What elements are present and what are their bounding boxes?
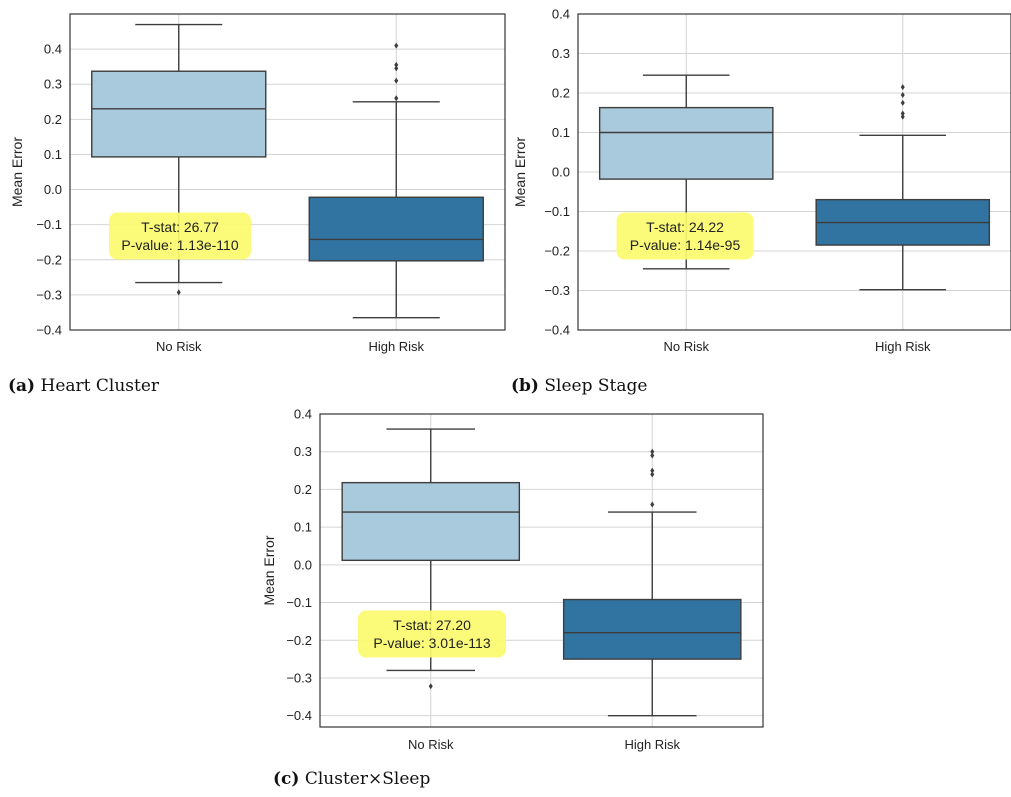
y-tick-label: 0.2 bbox=[44, 112, 62, 127]
plot-frame bbox=[69, 13, 506, 331]
outlier-point bbox=[650, 448, 655, 455]
x-tick-label: No Risk bbox=[156, 339, 202, 354]
x-tick-label: High Risk bbox=[624, 737, 680, 752]
y-tick-label: −0.1 bbox=[286, 595, 312, 610]
box-no-risk bbox=[341, 428, 521, 690]
x-tick-label: High Risk bbox=[875, 339, 931, 354]
y-tick-label: 0.2 bbox=[294, 482, 312, 497]
y-tick-label: −0.2 bbox=[544, 244, 570, 259]
outlier-point bbox=[428, 683, 433, 690]
y-tick-label: 0.4 bbox=[294, 407, 312, 422]
caption-a-text: Heart Cluster bbox=[40, 376, 160, 396]
y-tick-label: 0.3 bbox=[294, 444, 312, 459]
box-body bbox=[598, 106, 774, 180]
y-tick-label: −0.1 bbox=[544, 204, 570, 219]
outlier-point bbox=[394, 95, 399, 102]
y-tick-label: −0.4 bbox=[36, 323, 62, 338]
caption-b: (b) Sleep Stage bbox=[511, 376, 647, 396]
outlier-point bbox=[900, 99, 905, 106]
p-value-label: P-value: 1.13e-110 bbox=[121, 237, 238, 253]
box-body bbox=[562, 598, 742, 660]
plot-frame bbox=[319, 413, 764, 728]
y-tick-label: 0.4 bbox=[44, 42, 62, 57]
x-tick-label: No Risk bbox=[408, 737, 454, 752]
x-tick-label: No Risk bbox=[663, 339, 709, 354]
outlier-point bbox=[900, 84, 905, 91]
outlier-point bbox=[650, 471, 655, 478]
caption-a-letter: (a) bbox=[8, 376, 36, 396]
y-tick-label: 0.1 bbox=[294, 520, 312, 535]
outlier-point bbox=[900, 113, 905, 120]
outlier-point bbox=[900, 91, 905, 98]
x-tick-label: High Risk bbox=[368, 339, 424, 354]
y-tick-label: −0.4 bbox=[544, 323, 570, 338]
stats-annotation-box bbox=[616, 212, 754, 260]
y-tick-label: −0.4 bbox=[286, 708, 312, 723]
box-body bbox=[91, 70, 267, 158]
caption-c-text: Cluster×Sleep bbox=[304, 769, 431, 789]
box-body bbox=[308, 196, 484, 262]
y-axis-title: Mean Error bbox=[261, 535, 277, 605]
y-axis-title: Mean Error bbox=[512, 137, 528, 207]
outlier-point bbox=[650, 452, 655, 459]
y-tick-label: 0.0 bbox=[44, 182, 62, 197]
caption-c: (c) Cluster×Sleep bbox=[273, 769, 430, 789]
y-tick-label: 0.0 bbox=[294, 557, 312, 572]
caption-b-text: Sleep Stage bbox=[544, 376, 648, 396]
box-high-risk bbox=[562, 448, 742, 717]
box-no-risk bbox=[598, 74, 774, 270]
y-tick-label: −0.2 bbox=[36, 252, 62, 267]
y-tick-label: 0.1 bbox=[44, 147, 62, 162]
y-tick-label: −0.2 bbox=[286, 633, 312, 648]
stats-annotation-box bbox=[358, 610, 506, 658]
y-tick-label: 0.3 bbox=[552, 46, 570, 61]
box-high-risk bbox=[308, 42, 484, 319]
p-value-label: P-value: 1.14e-95 bbox=[630, 237, 741, 253]
y-tick-label: −0.1 bbox=[36, 217, 62, 232]
t-stat-label: T-stat: 26.77 bbox=[141, 219, 219, 235]
outlier-point bbox=[394, 77, 399, 84]
outlier-point bbox=[650, 501, 655, 508]
plot-frame bbox=[577, 13, 1011, 331]
stats-annotation-box bbox=[109, 212, 251, 260]
y-tick-label: −0.3 bbox=[286, 670, 312, 685]
t-stat-label: T-stat: 24.22 bbox=[646, 219, 724, 235]
y-tick-label: 0.0 bbox=[552, 165, 570, 180]
outlier-point bbox=[900, 110, 905, 117]
y-tick-label: 0.4 bbox=[552, 7, 570, 22]
caption-b-letter: (b) bbox=[511, 376, 539, 396]
outlier-point bbox=[176, 289, 181, 296]
caption-c-letter: (c) bbox=[273, 769, 300, 789]
outlier-point bbox=[394, 61, 399, 68]
caption-a: (a) Heart Cluster bbox=[8, 376, 159, 396]
t-stat-label: T-stat: 27.20 bbox=[393, 617, 471, 633]
y-tick-label: −0.3 bbox=[36, 287, 62, 302]
y-tick-label: −0.3 bbox=[544, 283, 570, 298]
p-value-label: P-value: 3.01e-113 bbox=[373, 635, 490, 651]
box-body bbox=[341, 481, 521, 562]
y-tick-label: 0.3 bbox=[44, 77, 62, 92]
outlier-point bbox=[650, 467, 655, 474]
y-tick-label: 0.1 bbox=[552, 125, 570, 140]
outlier-point bbox=[394, 42, 399, 49]
box-high-risk bbox=[815, 84, 991, 291]
outlier-point bbox=[394, 65, 399, 72]
y-axis-title: Mean Error bbox=[9, 137, 25, 207]
y-tick-label: 0.2 bbox=[552, 86, 570, 101]
